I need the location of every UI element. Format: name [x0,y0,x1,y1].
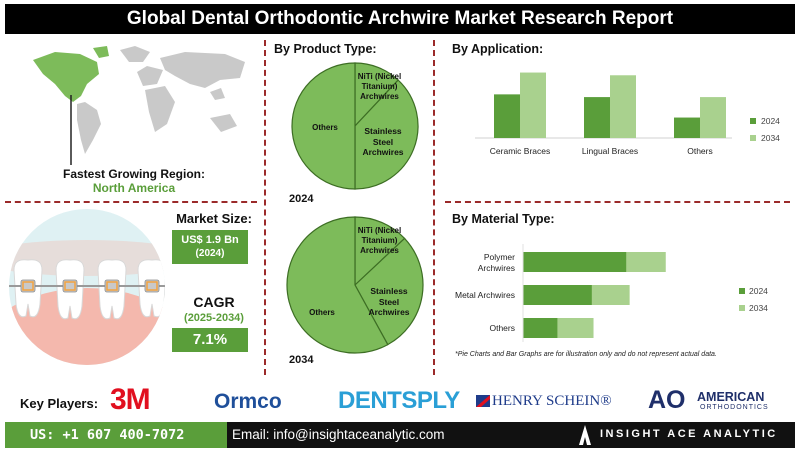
material-legend-label-2024: 2024 [749,286,768,296]
material-bar-2024-2 [523,318,558,338]
pie-2034-slice-2 [286,216,389,354]
phone-bar [5,422,227,448]
product-type-heading: By Product Type: [274,42,377,56]
app-bar-2034-0 [520,72,546,138]
material-bar-2024-0 [523,252,627,272]
pie-2034-title: 2034 [289,354,314,366]
phone-number[interactable]: US: +1 607 400-7072 [30,427,185,443]
pie-2024-label-others: Others [312,123,338,132]
insight-ace-logo-icon [579,425,591,445]
app-legend-label-2034: 2034 [761,133,780,143]
material-category-label: Metal Archwires [455,290,515,300]
pie-2034-label-steel: Stainless Steel Archwires [368,286,410,318]
email-address[interactable]: Email: info@insightaceanalytic.com [232,427,445,442]
pie-2024-label-steel: Stainless Steel Archwires [362,126,404,158]
application-heading: By Application: [452,42,544,56]
divider-left-h [5,201,257,203]
app-category-label: Lingual Braces [582,146,638,156]
material-legend-swatch-2034 [739,305,745,311]
pie-2024-slice-2 [291,62,356,190]
material-category-label: Archwires [478,263,515,273]
market-size-value: US$ 1.9 Bn [181,234,239,246]
key-players-label: Key Players: [20,396,99,411]
app-category-label: Ceramic Braces [490,146,550,156]
page-title: Global Dental Orthodontic Archwire Marke… [5,4,795,34]
app-legend-swatch-2034 [750,135,756,141]
logo-3m: 3M [110,383,151,416]
cagr-value: 7.1% [172,328,248,352]
pie-2024-slice-1 [354,79,419,190]
world-map [33,46,245,165]
pie-2024-title: 2024 [289,193,314,205]
divider-left [264,40,266,375]
app-legend-swatch-2024 [750,118,756,124]
pie-2034-slice-1 [354,237,424,346]
email-bar [227,422,795,448]
cagr-label: CAGR [193,294,235,310]
braces-illustration [9,209,165,365]
logo-dentsply: DENTSPLY [338,387,460,414]
market-size-year: (2024) [195,248,225,259]
material-category-label: Polymer [484,252,515,262]
app-category-label: Others [687,146,713,156]
app-bar-2034-1 [610,75,636,138]
footnote: *Pie Charts and Bar Graphs are for illus… [455,351,717,358]
logo-american: AMERICAN [697,390,765,404]
pie-2034-slice-0 [354,216,406,287]
divider-right [433,40,435,375]
logo-henry-schein: HENRY SCHEIN® [492,393,612,409]
divider-right-h [445,201,790,203]
material-legend-label-2034: 2034 [749,303,768,313]
app-bar-2034-2 [700,97,726,138]
logo-ao: AO [648,386,686,414]
app-bar-2024-2 [674,117,700,138]
pie-2034-label-niti: NiTi (Nickel Titanium) Archwires [357,226,402,255]
material-heading: By Material Type: [452,212,555,226]
market-size-label: Market Size: [176,211,252,226]
material-bar-2024-1 [523,285,592,305]
region-label: Fastest Growing Region: [62,167,205,181]
pie-2024-label-niti: NiTi (Nickel Titanium) Archwires [357,72,402,101]
material-category-label: Others [489,323,515,333]
pie-2034-label-others: Others [309,308,335,317]
cagr-period: (2025-2034) [184,312,244,324]
app-bar-2024-1 [584,97,610,138]
pie-chart-2034 [286,216,424,354]
application-bar-chart: Ceramic Braces Lingual Braces Others 2024 20… [475,72,780,156]
pie-chart-2024 [291,62,419,190]
app-bar-2024-0 [494,94,520,138]
material-legend-swatch-2024 [739,288,745,294]
region-value: North America [92,181,176,195]
henry-schein-flag-icon [476,395,490,407]
market-size-box: US$ 1.9 Bn (2024) [172,230,248,264]
logo-orthodontics: ORTHODONTICS [700,404,769,411]
brand-name: INSIGHT ACE ANALYTIC [600,428,778,440]
logo-ormco: Ormco [214,390,282,413]
app-legend-label-2024: 2024 [761,116,780,126]
